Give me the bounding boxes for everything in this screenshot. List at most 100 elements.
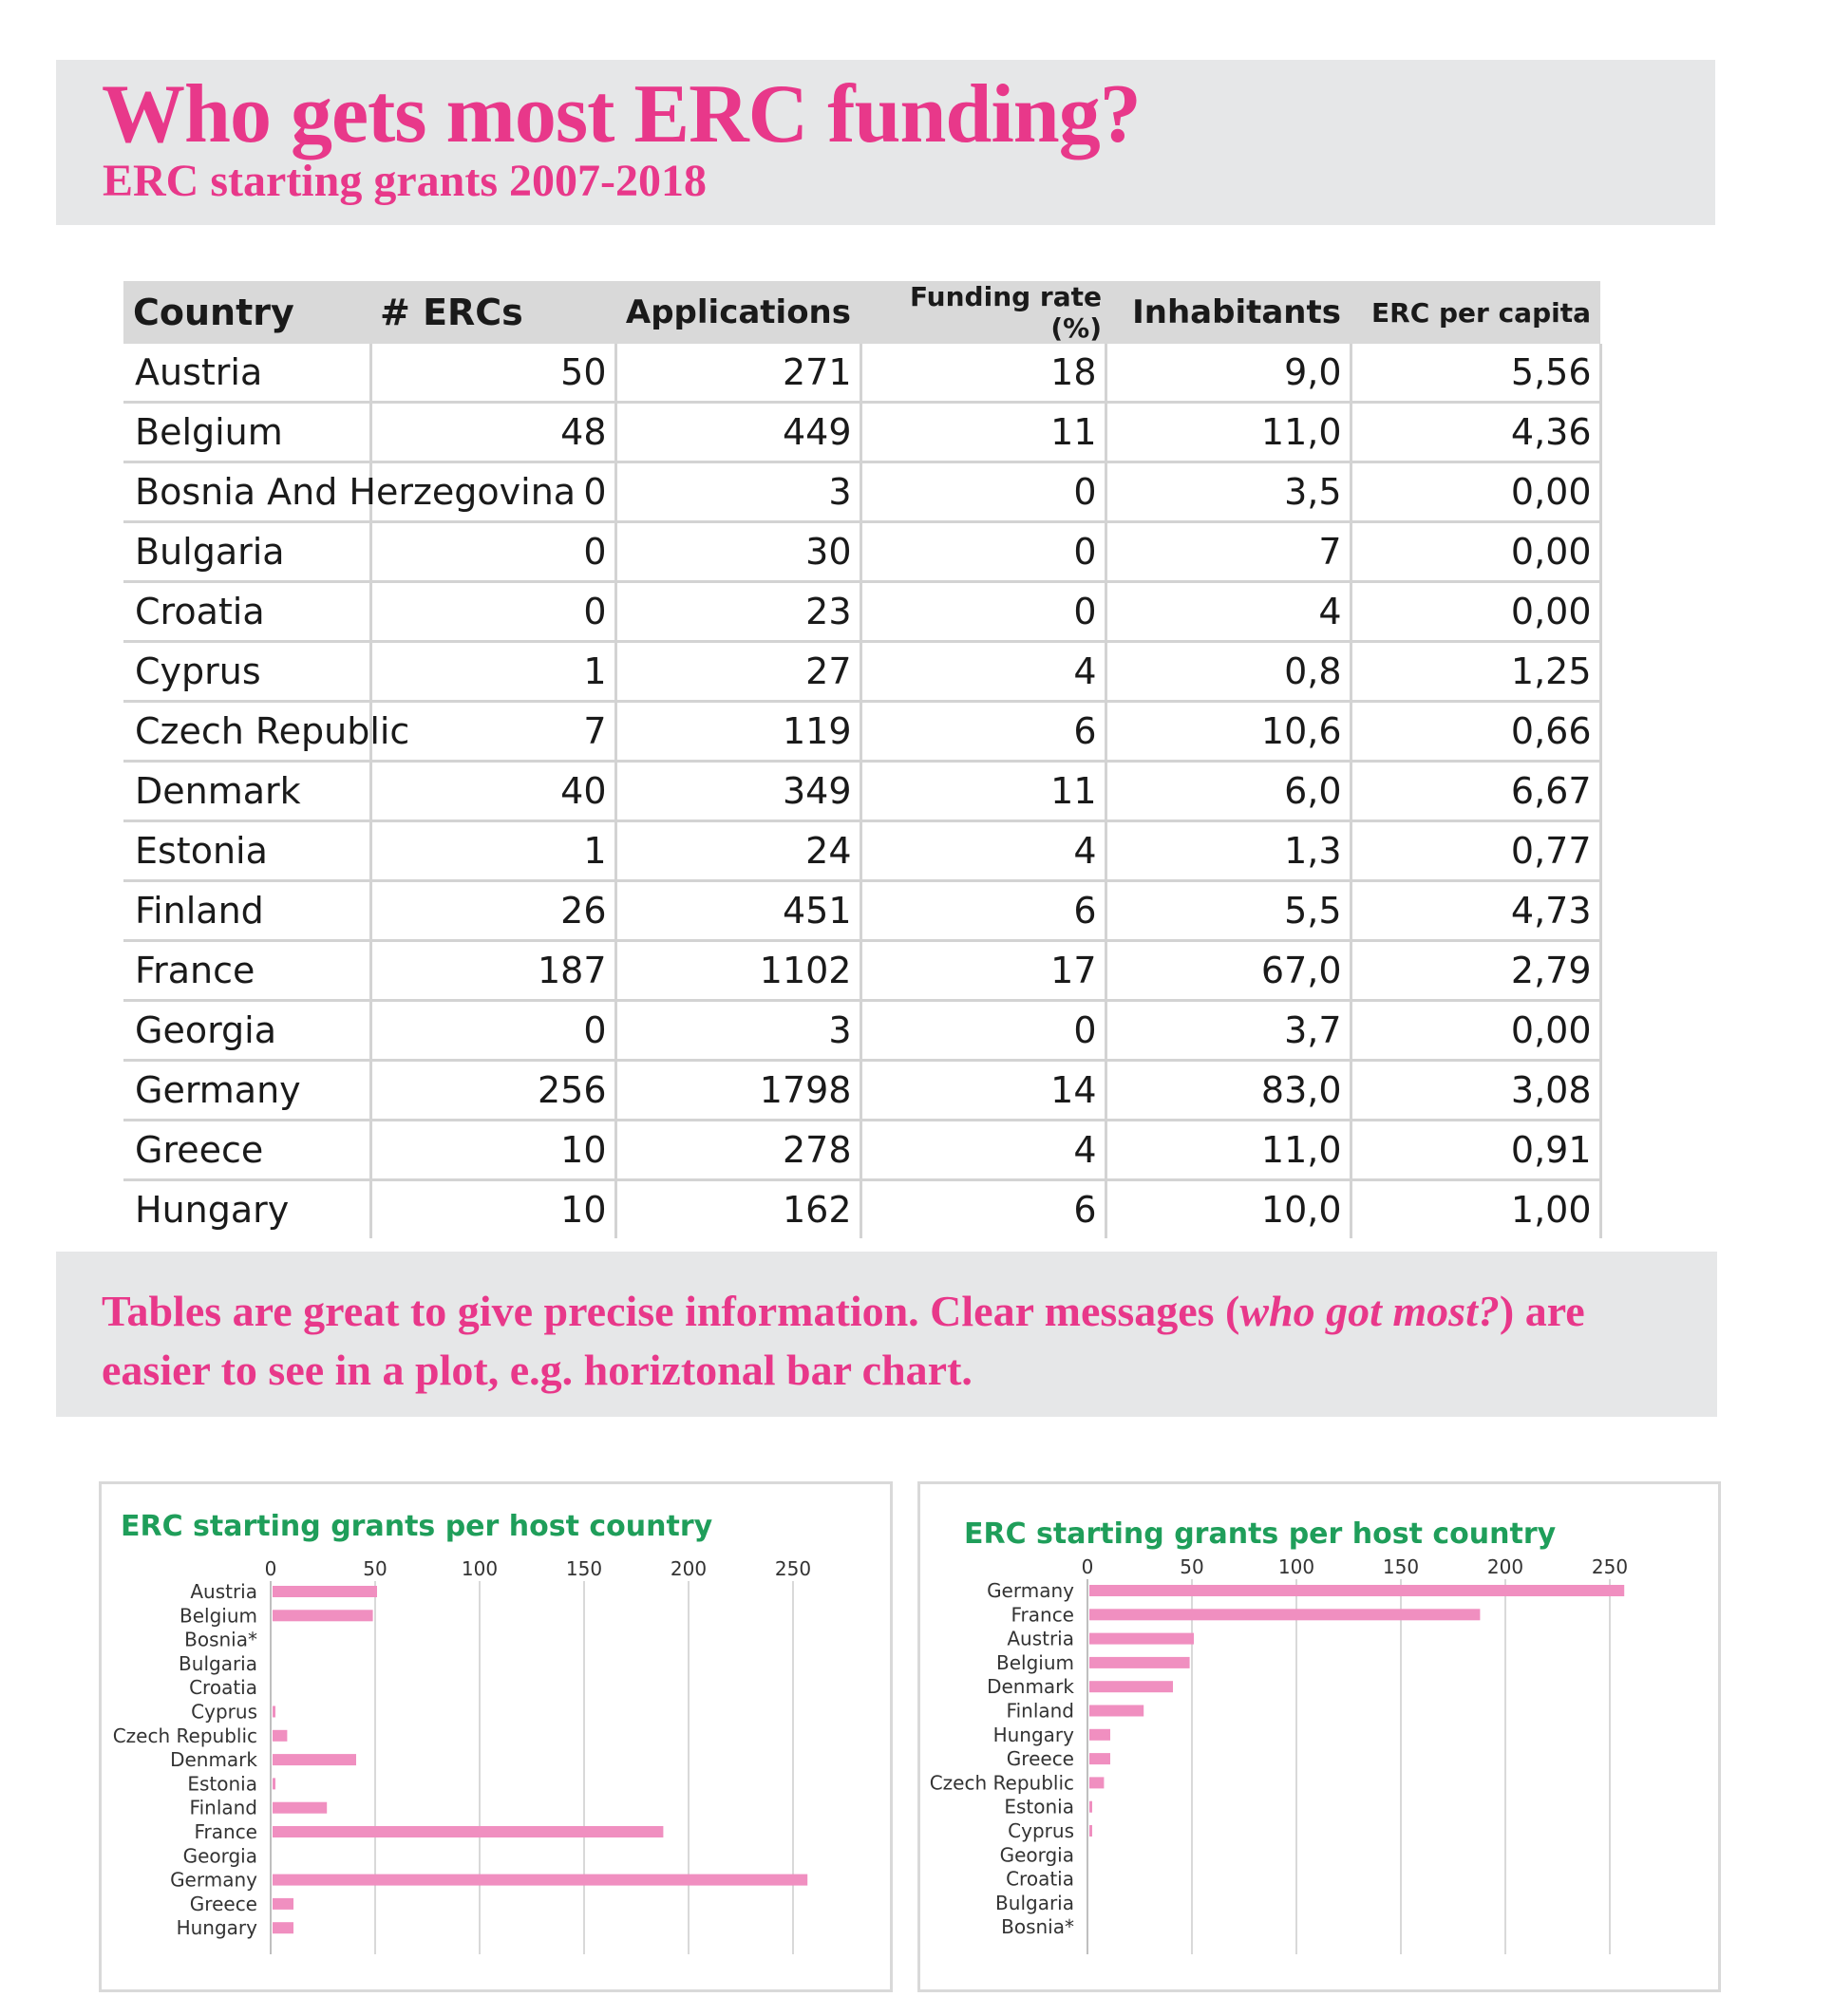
category-label: Bosnia* xyxy=(184,1629,257,1651)
tick-label: 250 xyxy=(775,1557,811,1580)
cell-country: Bosnia And Herzegovina xyxy=(123,462,576,523)
bar-czech-republic xyxy=(273,1729,288,1742)
tick-label: 0 xyxy=(265,1557,277,1580)
cell-value: 4 xyxy=(860,1120,1107,1181)
table-row: Croatia 0 23 0 4 0,00 xyxy=(123,581,1602,643)
cell-country: Denmark xyxy=(123,761,372,822)
bar-denmark xyxy=(273,1754,356,1766)
cell-value: 10,0 xyxy=(1105,1179,1352,1238)
page-title: Who gets most ERC funding? xyxy=(102,68,1142,160)
column-header-country: Country xyxy=(123,281,370,344)
cell-value: 10,6 xyxy=(1105,701,1352,763)
cell-country: France xyxy=(123,940,372,1002)
bar-greece xyxy=(1089,1753,1110,1765)
chart-0-svg: ERC starting grants per host country 0 50 1… xyxy=(113,1510,811,1954)
cell-value: 11,0 xyxy=(1105,1120,1352,1181)
table-row: Finland 26 451 6 5,5 4,73 xyxy=(123,880,1602,942)
cell-value: 0 xyxy=(370,462,617,523)
table-row: Cyprus 1 27 4 0,8 1,25 xyxy=(123,641,1602,703)
chart-1-svg: ERC starting grants per host country 0 50 1… xyxy=(930,1517,1628,1954)
cell-value: 1102 xyxy=(615,940,862,1002)
bar-belgium xyxy=(1089,1656,1190,1668)
bar-france xyxy=(273,1826,664,1837)
category-label: Croatia xyxy=(189,1676,257,1699)
cell-value: 0 xyxy=(860,581,1107,643)
cell-value: 0 xyxy=(370,581,617,643)
bar-estonia xyxy=(1089,1800,1092,1813)
category-label: Cyprus xyxy=(191,1701,257,1724)
cell-value: 14 xyxy=(860,1060,1107,1121)
bar-estonia xyxy=(273,1778,275,1790)
column-header-funding-rate: Funding rate (%) xyxy=(860,281,1105,344)
cell-value: 10 xyxy=(370,1120,617,1181)
cell-country: Bulgaria xyxy=(123,521,372,583)
cell-value: 449 xyxy=(615,402,862,463)
category-label: Austria xyxy=(1007,1628,1074,1650)
tick-label: 50 xyxy=(363,1557,387,1580)
cell-value: 5,5 xyxy=(1105,880,1352,942)
table-header-row: Country # ERCs Applications Funding rate… xyxy=(123,281,1600,344)
cell-country: Georgia xyxy=(123,1000,372,1062)
cell-value: 1,3 xyxy=(1105,820,1352,882)
cell-value: 11 xyxy=(860,761,1107,822)
cell-country: Estonia xyxy=(123,820,372,882)
bar-hungary xyxy=(273,1922,293,1934)
cell-value: 1798 xyxy=(615,1060,862,1121)
category-label: Greece xyxy=(190,1893,257,1915)
cell-value: 83,0 xyxy=(1105,1060,1352,1121)
category-label: Belgium xyxy=(180,1604,257,1627)
tick-label: 200 xyxy=(1487,1555,1523,1578)
cell-value: 10 xyxy=(370,1179,617,1238)
category-label: Germany xyxy=(987,1579,1074,1602)
category-label: France xyxy=(1011,1603,1074,1626)
column-header-applications: Applications xyxy=(615,281,860,344)
bar-cyprus xyxy=(1089,1825,1092,1837)
cell-country: Hungary xyxy=(123,1179,372,1238)
cell-country: Croatia xyxy=(123,581,372,643)
cell-country: Austria xyxy=(123,344,372,404)
message-part-2: ) are easier to see in a plot, e.g. hori… xyxy=(102,1287,1585,1394)
cell-value: 3,08 xyxy=(1351,1060,1602,1121)
bar-finland xyxy=(1089,1705,1144,1717)
bar-cyprus xyxy=(273,1705,275,1718)
category-label: Estonia xyxy=(1004,1796,1074,1818)
column-header-inhabitants: Inhabitants xyxy=(1105,281,1351,344)
category-label: Georgia xyxy=(183,1844,257,1867)
table-row: Denmark 40 349 11 6,0 6,67 xyxy=(123,761,1602,822)
cell-value: 24 xyxy=(615,820,862,882)
category-label: Greece xyxy=(1007,1747,1074,1770)
cell-value: 3 xyxy=(615,1000,862,1062)
category-label: Finland xyxy=(1007,1700,1074,1723)
tick-label: 100 xyxy=(1278,1555,1314,1578)
cell-value: 3 xyxy=(615,462,862,523)
cell-value: 40 xyxy=(370,761,617,822)
cell-value: 256 xyxy=(370,1060,617,1121)
category-label: Cyprus xyxy=(1008,1819,1074,1842)
message-part-1: Tables are great to give precise informa… xyxy=(102,1287,1240,1335)
cell-value: 18 xyxy=(860,344,1107,404)
cell-value: 6,67 xyxy=(1351,761,1602,822)
cell-value: 1,25 xyxy=(1351,641,1602,703)
bar-belgium xyxy=(273,1610,373,1622)
cell-value: 0 xyxy=(370,1000,617,1062)
cell-value: 11,0 xyxy=(1105,402,1352,463)
tick-label: 50 xyxy=(1180,1555,1203,1578)
cell-value: 23 xyxy=(615,581,862,643)
table-row: Bulgaria 0 30 0 7 0,00 xyxy=(123,521,1602,583)
cell-value: 0 xyxy=(370,521,617,583)
message-banner: Tables are great to give precise informa… xyxy=(56,1252,1717,1417)
table-row: Czech Republic 7 119 6 10,6 0,66 xyxy=(123,701,1602,763)
cell-value: 349 xyxy=(615,761,862,822)
bar-greece xyxy=(273,1897,293,1910)
table-row: France 187 1102 17 67,0 2,79 xyxy=(123,940,1602,1002)
cell-value: 6 xyxy=(860,701,1107,763)
cell-value: 4 xyxy=(860,641,1107,703)
cell-value: 162 xyxy=(615,1179,862,1238)
category-label: Austria xyxy=(190,1580,257,1603)
category-label: France xyxy=(194,1820,257,1843)
cell-value: 0,77 xyxy=(1351,820,1602,882)
cell-value: 0,66 xyxy=(1351,701,1602,763)
cell-value: 0,8 xyxy=(1105,641,1352,703)
category-label: Bulgaria xyxy=(995,1892,1074,1914)
bar-germany xyxy=(1089,1585,1625,1596)
